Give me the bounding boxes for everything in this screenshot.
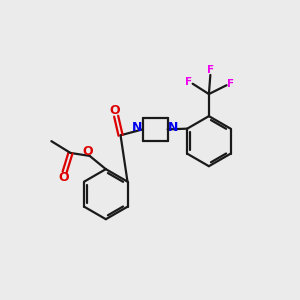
Text: O: O [82,145,93,158]
Text: F: F [227,79,235,89]
Text: N: N [168,122,178,134]
Text: O: O [59,171,69,184]
Text: F: F [185,77,192,87]
Text: O: O [110,104,120,117]
Text: F: F [207,65,214,75]
Text: N: N [132,122,142,134]
